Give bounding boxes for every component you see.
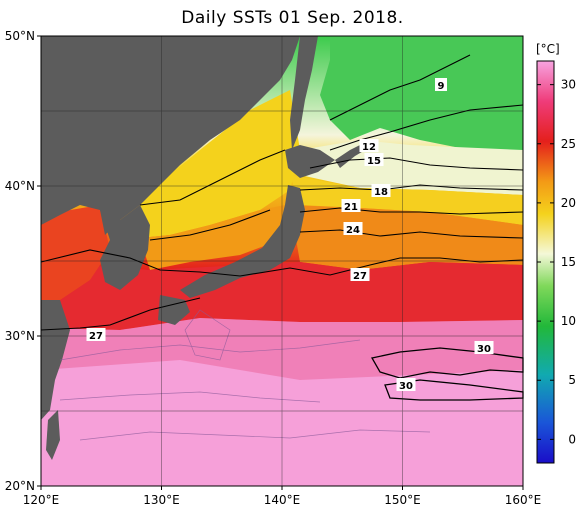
- contour-label: 21: [344, 202, 358, 213]
- contour-label: 27: [353, 271, 367, 282]
- lat-tick-label: 20°N: [5, 479, 35, 493]
- colorbar-unit: [°C]: [536, 42, 560, 56]
- contour-label: 15: [367, 156, 381, 167]
- contour-label: 27: [89, 331, 103, 342]
- contour-label: 30: [477, 344, 491, 355]
- isotherm-contours: [40, 54, 524, 401]
- contour-label-box: [359, 139, 379, 152]
- contour-label: 9: [438, 81, 445, 92]
- lon-tick-label: 150°E: [384, 493, 421, 507]
- lat-tick-label: 50°N: [5, 29, 35, 43]
- sakhalin: [290, 36, 318, 150]
- contour-label: 24: [346, 225, 360, 236]
- axis-labels: 120°E 130°E 140°E 150°E 160°E 50°N 40°N 30°N 20°…: [5, 29, 542, 507]
- contour-label-box: [364, 153, 384, 166]
- lon-tick-label: 140°E: [264, 493, 301, 507]
- lat-lon-grid: [41, 36, 523, 486]
- contour-label: 30: [399, 381, 413, 392]
- yellow-band: [290, 175, 523, 225]
- lat-tick-label: 30°N: [5, 329, 35, 343]
- colorbar-tick-label: 25: [561, 137, 576, 151]
- contour-labels: 9 12 15 18 21 24 27 27 30 30: [86, 78, 494, 392]
- yellow-sea: [41, 205, 110, 300]
- japan-sea-south: [140, 205, 285, 270]
- colorbar-tick-label: 5: [568, 373, 576, 387]
- contour-label-box: [396, 378, 416, 391]
- colorbar-tick-label: 0: [568, 432, 576, 446]
- korea-peninsula: [100, 205, 150, 290]
- contour-label: 18: [374, 187, 388, 198]
- lon-tick-label: 120°E: [23, 493, 60, 507]
- colorbar-tick-label: 10: [561, 314, 576, 328]
- contour-label-box: [86, 328, 106, 341]
- lat-tick-label: 40°N: [5, 179, 35, 193]
- colorbar-ticks: 30 25 20 15 10 5 0: [537, 78, 576, 446]
- faint-contours: [59, 309, 431, 441]
- contour-label-box: [474, 341, 494, 354]
- contour-label-box: [350, 268, 370, 281]
- taiwan: [46, 410, 60, 460]
- japan-sea: [140, 90, 300, 238]
- contour-label-box: [371, 184, 391, 197]
- colorbar-tick-label: 30: [561, 78, 576, 92]
- contour-label-box: [341, 199, 361, 212]
- map-title: Daily SSTs 01 Sep. 2018.: [181, 8, 404, 28]
- asia-mainland: [41, 36, 300, 235]
- northern-cold-water: [320, 36, 523, 150]
- contour-label: 12: [362, 142, 376, 153]
- orange-band: [290, 205, 523, 270]
- colorbar-tick-label: 20: [561, 196, 576, 210]
- contour-label-box: [343, 222, 363, 235]
- colorbar-tick-label: 15: [561, 255, 576, 269]
- hokkaido: [285, 145, 335, 178]
- contour-label-box: [435, 78, 447, 91]
- lon-tick-label: 130°E: [143, 493, 180, 507]
- lon-tick-label: 160°E: [505, 493, 542, 507]
